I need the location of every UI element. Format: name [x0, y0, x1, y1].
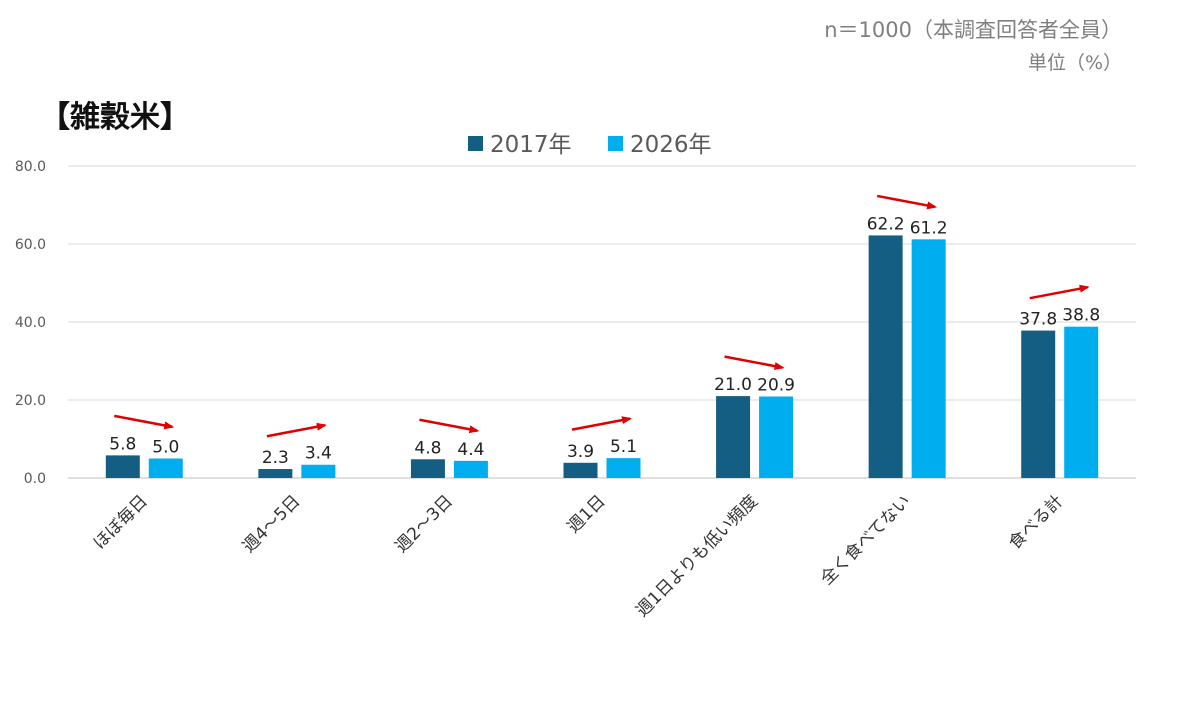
data-label: 4.8: [414, 438, 441, 458]
trend-arrow: [114, 414, 175, 430]
trend-arrow: [876, 194, 938, 210]
chart-title: 【雑穀米】: [40, 100, 190, 135]
data-label: 3.9: [567, 442, 594, 462]
category-label: 週1日よりも低い頻度: [632, 491, 762, 621]
data-label: 20.9: [757, 375, 795, 395]
data-label: 37.8: [1019, 310, 1057, 330]
gridlines: [68, 165, 1136, 479]
category-label: 週4～5日: [239, 491, 305, 557]
category-label: 週1日: [564, 491, 610, 537]
trend-arrow: [1029, 284, 1090, 300]
data-label: 62.2: [867, 214, 905, 234]
y-tick-label: 40.0: [15, 315, 46, 331]
bar: [301, 464, 336, 478]
bar: [868, 235, 903, 478]
data-label: 61.2: [910, 218, 948, 238]
bar: [911, 239, 946, 478]
bar: [563, 462, 598, 478]
bar: [148, 458, 183, 478]
bar: [759, 396, 794, 478]
bar: [105, 455, 140, 478]
bar: [410, 459, 445, 478]
category-label: 食べる計: [1005, 491, 1067, 553]
y-tick-label: 80.0: [15, 159, 46, 175]
trend-arrow: [266, 422, 327, 438]
data-label: 38.8: [1062, 306, 1100, 326]
bar: [716, 396, 751, 478]
data-label: 21.0: [714, 375, 752, 395]
trend-arrow: [724, 355, 785, 371]
trend-arrow: [571, 416, 632, 431]
legend-swatch: [608, 136, 623, 151]
y-tick-label: 20.0: [15, 393, 46, 409]
bars: [105, 235, 1099, 478]
legend-label: 2017年: [490, 132, 572, 158]
trend-arrows: [114, 194, 1090, 438]
y-tick-label: 0.0: [24, 471, 46, 487]
y-axis-ticks: 0.0 20.0 40.0 60.0 80.0: [15, 159, 46, 487]
bar: [1021, 330, 1056, 478]
legend-swatch: [468, 136, 483, 151]
bar: [453, 460, 488, 478]
legend: 2017年 2026年: [468, 132, 712, 158]
bar: [1064, 326, 1099, 478]
category-labels: ほぼ毎日 週4～5日 週2～3日 週1日 週1日よりも低い頻度 全く食べてない 食べる計: [90, 491, 1068, 621]
bar: [258, 469, 293, 478]
trend-arrow: [419, 418, 480, 434]
data-labels: 5.8 5.0 2.3 3.4 4.8 4.4 3.9 5.1 21.0 20.9 62.2 61.2…: [109, 214, 1100, 468]
unit-note: 単位（%）: [1027, 52, 1122, 74]
data-label: 2.3: [262, 448, 289, 468]
data-label: 5.1: [610, 437, 637, 457]
y-tick-label: 60.0: [15, 237, 46, 253]
legend-label: 2026年: [630, 132, 712, 158]
category-label: 週2～3日: [391, 491, 457, 557]
category-label: ほぼ毎日: [90, 491, 152, 553]
data-label: 5.8: [109, 434, 136, 454]
sample-size-note: n＝1000（本調査回答者全員）: [824, 18, 1122, 42]
category-label: 全く食べてない: [817, 491, 915, 589]
data-label: 3.4: [305, 444, 332, 464]
data-label: 4.4: [457, 440, 484, 460]
bar: [606, 458, 641, 478]
data-label: 5.0: [152, 438, 179, 458]
